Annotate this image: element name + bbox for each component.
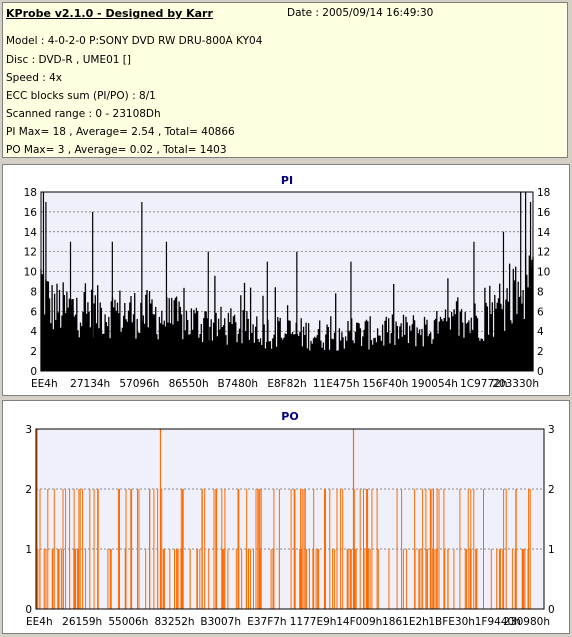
- x-tick-label: E8F82h: [267, 378, 306, 390]
- speed-line: Speed : 4x: [6, 72, 63, 84]
- y-tick-label-right: 4: [537, 326, 544, 338]
- chart-title: PO: [281, 410, 298, 423]
- model-line: Model : 4-0-2-0 P:SONY DVD RW DRU-800A K…: [6, 35, 263, 47]
- x-tick-label: 1C9772h: [460, 378, 507, 390]
- x-tick-label: 27134h: [70, 378, 110, 390]
- x-tick-label: 1BFE30h: [428, 616, 475, 628]
- x-tick-label: 190054h: [411, 378, 458, 390]
- y-tick-label-right: 0: [548, 604, 555, 616]
- plot-border: [40, 191, 534, 372]
- x-tick-label: 83252h: [155, 616, 195, 628]
- pi-chart: PI 0 0 2 2 4 4 6 6 8 8 10 10 12 12 14 14 16 16 18 18 EE4h 2713…: [24, 174, 551, 390]
- x-tick-label: 203330h: [492, 378, 539, 390]
- y-tick-label-left: 2: [30, 346, 37, 358]
- x-tick-label: EE4h: [31, 378, 58, 390]
- y-tick-label-right: 0: [537, 366, 544, 378]
- y-tick-label-left: 0: [25, 604, 32, 616]
- info-panel: KProbe v2.1.0 - Designed by Karr Date : …: [2, 2, 568, 158]
- pi-stats-line: PI Max= 18 , Average= 2.54 , Total= 4086…: [6, 126, 235, 138]
- chart-title: PI: [281, 174, 293, 187]
- x-tick-label: 1861E2h: [382, 616, 429, 628]
- po-chart: PO 0 0 1 1 2 2 3 3 EE4h 26159h 55006h 83252h B3007h E3…: [25, 410, 555, 628]
- x-tick-label: 1177E9h: [290, 616, 337, 628]
- x-tick-label: 230980h: [503, 616, 550, 628]
- y-tick-label-left: 4: [30, 326, 37, 338]
- y-tick-label-right: 18: [537, 187, 550, 199]
- y-tick-label-left: 2: [25, 484, 32, 496]
- x-tick-label: EE4h: [26, 616, 53, 628]
- po-stats-line: PO Max= 3 , Average= 0.02 , Total= 1403: [6, 144, 227, 156]
- y-tick-label-left: 8: [30, 286, 37, 298]
- x-tick-label: E37F7h: [247, 616, 286, 628]
- x-tick-label: 55006h: [108, 616, 148, 628]
- y-tick-label-right: 14: [537, 227, 551, 239]
- disc-line: Disc : DVD-R , UME01 []: [6, 54, 131, 66]
- plot-area: [35, 428, 545, 610]
- y-tick-label-left: 1: [25, 544, 32, 556]
- y-tick-label-right: 12: [537, 247, 550, 259]
- y-tick-label-right: 2: [548, 484, 555, 496]
- y-tick-label-left: 14: [24, 227, 38, 239]
- y-tick-label-right: 16: [537, 207, 551, 219]
- range-line: Scanned range : 0 - 23108Dh: [6, 108, 161, 120]
- y-tick-label-left: 12: [24, 247, 37, 259]
- x-tick-label: 26159h: [62, 616, 102, 628]
- scan-date: Date : 2005/09/14 16:49:30: [287, 7, 434, 19]
- x-tick-label: B7480h: [218, 378, 259, 390]
- x-tick-label: 1F9440h: [475, 616, 521, 628]
- y-tick-label-right: 3: [548, 424, 555, 436]
- y-tick-label-left: 3: [25, 424, 32, 436]
- y-tick-label-right: 2: [537, 346, 544, 358]
- plot-border: [35, 428, 545, 610]
- x-tick-label: B3007h: [200, 616, 241, 628]
- y-tick-label-left: 10: [24, 267, 37, 279]
- ecc-line: ECC blocks sum (PI/PO) : 8/1: [6, 90, 156, 102]
- y-tick-label-left: 6: [30, 306, 37, 318]
- y-tick-label-left: 16: [24, 207, 38, 219]
- x-tick-label: 14F009h: [336, 616, 382, 628]
- pi-chart-panel: PI 0 0 2 2 4 4 6 6 8 8 10 10 12 12 14 14 16 16 18 18 EE4h 2713…: [2, 164, 570, 396]
- po-bars: [36, 489, 531, 609]
- x-tick-label: 156F40h: [362, 378, 408, 390]
- x-tick-label: 86550h: [169, 378, 209, 390]
- y-tick-label-right: 8: [537, 286, 544, 298]
- x-tick-label: 57096h: [119, 378, 159, 390]
- y-tick-label-left: 0: [30, 366, 37, 378]
- y-tick-label-left: 18: [24, 187, 37, 199]
- po-chart-panel: PO 0 0 1 1 2 2 3 3 EE4h 26159h 55006h 83252h B3007h E3…: [2, 400, 570, 634]
- app-title: KProbe v2.1.0 - Designed by Karr: [6, 7, 213, 20]
- x-tick-label: 11E475h: [313, 378, 360, 390]
- y-tick-label-right: 10: [537, 267, 550, 279]
- y-tick-label-right: 1: [548, 544, 555, 556]
- y-tick-label-right: 6: [537, 306, 544, 318]
